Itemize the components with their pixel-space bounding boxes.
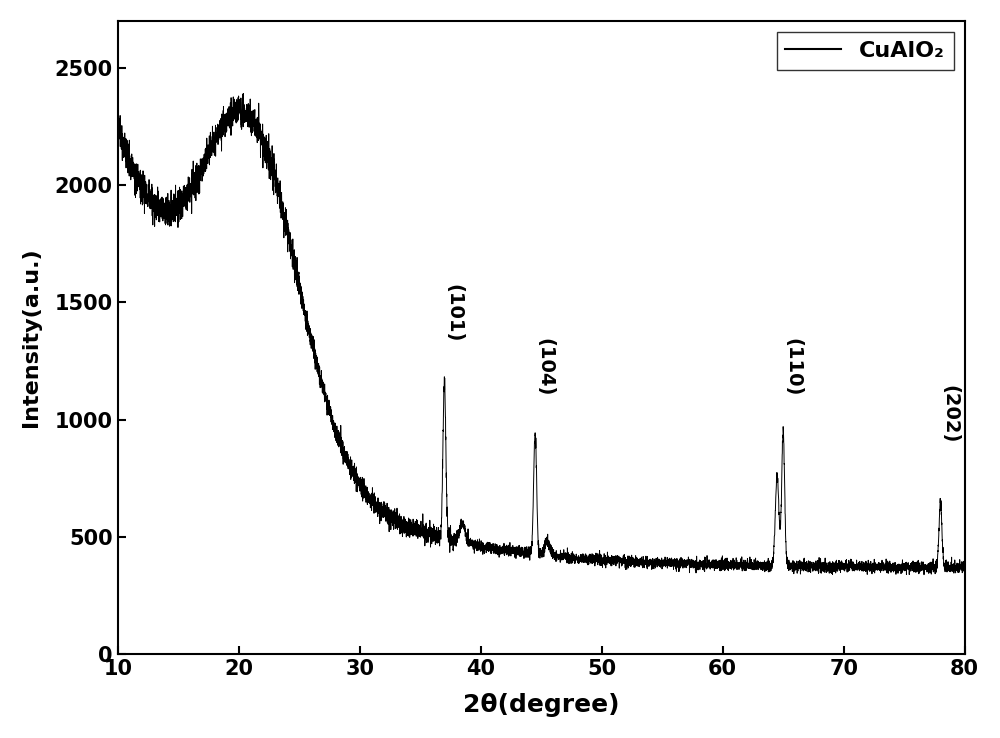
X-axis label: 2θ(degree): 2θ(degree) xyxy=(463,693,619,717)
Text: (202): (202) xyxy=(941,384,960,443)
Text: (104): (104) xyxy=(535,337,554,396)
Text: (110): (110) xyxy=(783,337,802,396)
Text: (101): (101) xyxy=(445,283,464,342)
Y-axis label: Intensity(a.u.): Intensity(a.u.) xyxy=(21,248,41,427)
Legend: CuAlO₂: CuAlO₂ xyxy=(777,32,954,69)
